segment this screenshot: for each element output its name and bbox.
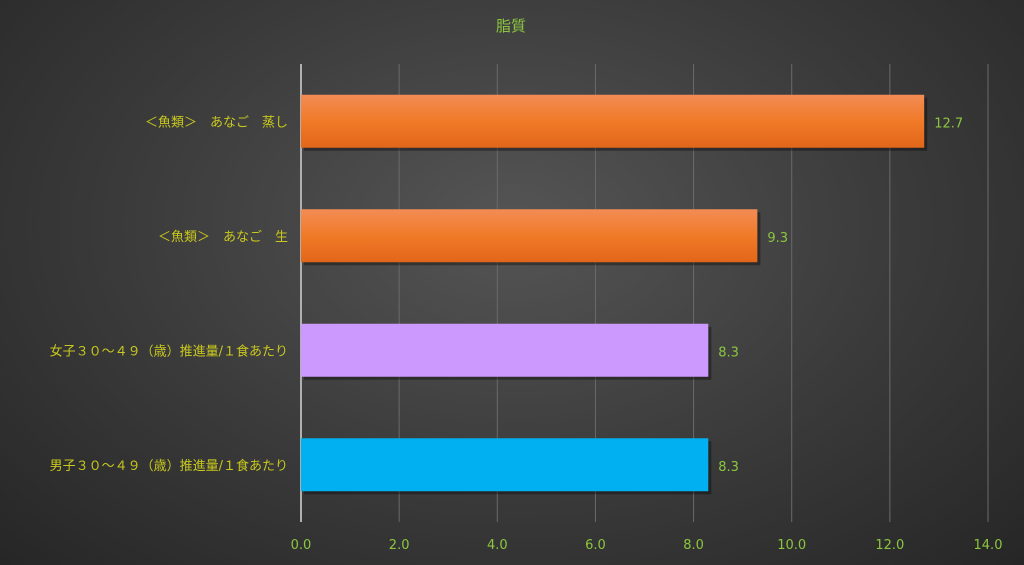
data-label: 12.7	[934, 116, 963, 131]
x-tick-label: 6.0	[585, 538, 606, 553]
chart-title: 脂質	[496, 17, 526, 35]
bar	[301, 323, 709, 377]
bar	[301, 94, 925, 148]
x-tick-label: 0.0	[291, 538, 312, 553]
x-tick-label: 8.0	[683, 538, 704, 553]
category-label: ＜魚類＞ あなご 生	[158, 229, 288, 245]
x-tick-label: 2.0	[389, 538, 410, 553]
x-tick-label: 4.0	[487, 538, 508, 553]
category-label: 女子３０～４９（歳）推進量/１食あたり	[50, 343, 288, 359]
data-label: 9.3	[767, 231, 788, 246]
data-label: 8.3	[718, 345, 739, 360]
bar	[301, 438, 709, 492]
category-label: 男子３０～４９（歳）推進量/１食あたり	[50, 458, 288, 474]
x-tick-label: 10.0	[777, 538, 806, 553]
x-tick-label: 12.0	[875, 538, 904, 553]
x-tick-label: 14.0	[974, 538, 1003, 553]
bar	[301, 209, 758, 263]
category-label: ＜魚類＞ あなご 蒸し	[145, 114, 288, 130]
data-label: 8.3	[718, 460, 739, 475]
